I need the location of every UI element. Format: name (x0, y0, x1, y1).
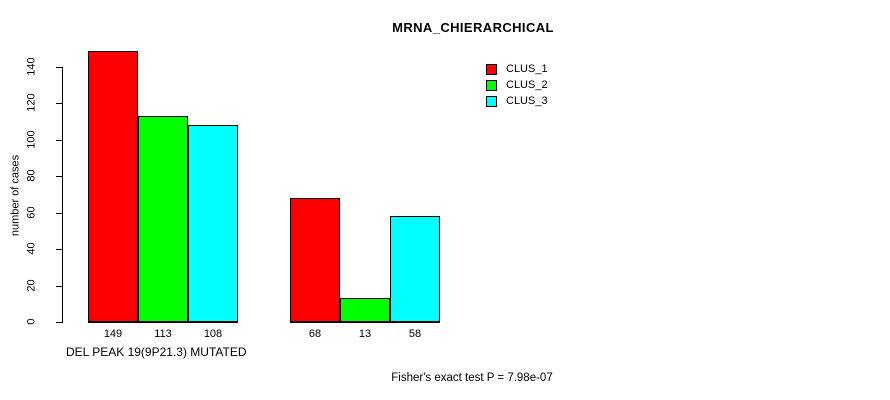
bar-value-label: 58 (408, 328, 422, 340)
legend-swatch-icon (486, 80, 497, 91)
legend-item-label: CLUS_2 (506, 79, 548, 91)
y-axis-tick (56, 249, 62, 251)
bar-clus-2-group2 (340, 298, 390, 322)
bar-clus-3-group2 (390, 216, 440, 322)
bar-value-label: 13 (358, 328, 372, 340)
y-axis-tick (56, 139, 62, 141)
bar-value-label: 108 (203, 328, 223, 340)
legend-item-label: CLUS_1 (506, 63, 548, 75)
group-baseline (88, 322, 238, 323)
bar-clus-1-group1 (88, 50, 138, 322)
chart-caption: Fisher's exact test P = 7.98e-07 (391, 372, 553, 384)
bar-clus-1-group2 (290, 198, 340, 322)
legend-item: CLUS_2 (486, 78, 606, 94)
legend-item: CLUS_3 (486, 94, 606, 110)
y-axis-tick (56, 322, 62, 323)
y-axis-tick (56, 67, 62, 68)
legend-swatch-icon (486, 64, 497, 75)
chart-title: MRNA_CHIERARCHICAL (392, 20, 554, 35)
y-axis-line (62, 67, 63, 323)
bar-clus-2-group1 (138, 116, 188, 322)
bar-clus-3-group1 (188, 125, 238, 322)
legend-item-label: CLUS_3 (506, 95, 548, 107)
y-axis-tick (56, 285, 62, 287)
bar-value-label: 113 (154, 328, 172, 340)
group-baseline (290, 322, 440, 323)
x-axis-group-label: DEL PEAK 19(9P21.3) MUTATED (66, 345, 247, 359)
legend-swatch-icon (486, 96, 497, 107)
chart-legend: CLUS_1 CLUS_2 CLUS_3 (486, 62, 606, 110)
bar-value-label: 149 (103, 328, 123, 340)
legend-item: CLUS_1 (486, 62, 606, 78)
bar-value-label: 68 (308, 328, 322, 340)
y-axis-tick (56, 212, 62, 214)
y-axis-tick (56, 176, 62, 178)
y-axis-tick (56, 103, 62, 105)
